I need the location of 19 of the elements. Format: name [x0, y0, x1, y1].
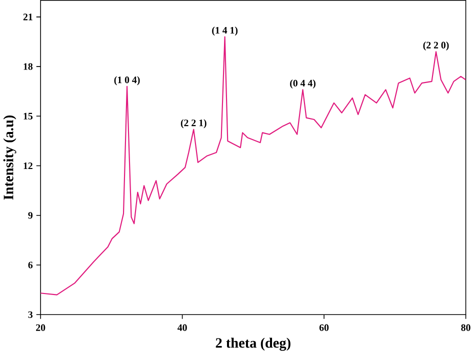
annotation: (2 2 1): [180, 119, 206, 128]
y-axis-title: Intensity (a.u): [3, 116, 16, 200]
line-series: [40, 36, 466, 296]
annotation: (1 4 1): [212, 26, 238, 36]
x-tick-label: 40: [178, 324, 187, 331]
y-tick-label: 15: [24, 112, 33, 120]
y-tick-label: 9: [28, 212, 33, 219]
y-tick-label: 3: [28, 311, 33, 318]
annotation: (2 2 0): [423, 42, 449, 50]
y-tick-label: 6: [28, 262, 33, 268]
y-tick-label: 21: [23, 14, 32, 20]
x-tick-label: 80: [461, 324, 470, 331]
y-tick-label: 12: [24, 162, 32, 170]
annotation: (1 0 4): [114, 76, 140, 86]
annotation: (0 4 4): [290, 80, 316, 89]
x-tick-label: 60: [319, 324, 329, 331]
y-tick-label: 18: [24, 63, 33, 70]
x-axis-title: 2 theta (deg): [216, 338, 290, 351]
x-tick-label: 20: [36, 324, 46, 331]
